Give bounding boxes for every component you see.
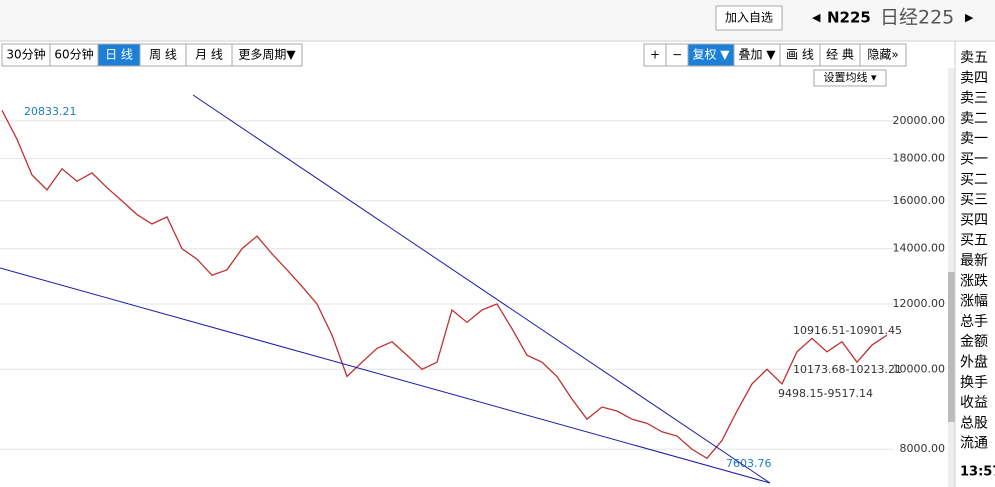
panel-label: 换手 (960, 374, 988, 391)
annotation: 10916.51-10901.45 (793, 324, 902, 337)
trend-line (0, 267, 771, 484)
period-label: 周 线 (149, 48, 177, 62)
ma-button[interactable] (813, 69, 887, 87)
tool-label: + (650, 48, 660, 62)
y-tick-label: 20000.00 (893, 114, 946, 127)
panel-label: 卖四 (960, 70, 988, 86)
panel-label: 涨跌 (960, 273, 988, 289)
annotation: 7603.76 (726, 457, 772, 470)
panel-label: 卖三 (960, 91, 988, 107)
panel-label: 流通 (960, 436, 988, 452)
annotation: 10173.68-10213.21 (793, 363, 902, 376)
y-tick-label: 12000.00 (893, 297, 946, 310)
panel-label: 卖五 (960, 50, 988, 66)
y-tick-label: 8000.00 (900, 442, 946, 455)
toolbar: 30分钟 60分钟日 线 周 线 月 线 更多周期▼ + − 复权 ▼ 叠加 ▼ 画 线经 典隐藏… (1, 43, 907, 67)
panel-label: 买二 (960, 172, 988, 188)
period-label: 日 线 (105, 48, 133, 62)
period-label: 月 线 (195, 48, 223, 62)
period-label: 更多周期▼ (238, 48, 296, 62)
panel-label: 最新 (960, 253, 988, 269)
panel-label: 涨幅 (960, 294, 988, 310)
panel-label: 卖一 (960, 131, 988, 147)
next[interactable]: ▶ (965, 11, 974, 24)
ma-label: 设置均线 ▾ (823, 70, 876, 84)
tool-label: 复权 ▼ (692, 48, 730, 62)
tool-label: 隐藏» (867, 48, 898, 62)
y-tick-label: 14000.00 (893, 242, 946, 255)
period-button[interactable] (231, 43, 303, 67)
annotation: 20833.21 (24, 105, 77, 118)
annotation: 9498.15-9517.14 (778, 387, 873, 400)
panel-label: 总股 (960, 415, 988, 431)
symbol: N225 (827, 9, 871, 27)
panel-label: 买三 (960, 192, 988, 208)
side-panel: 卖五卖四卖三卖二卖一买一买二买三买四买五最新涨跌涨幅总手金额外盘换手收益总股流通… (960, 50, 995, 480)
tool-label: 经 典 (826, 48, 854, 62)
top-bar (0, 0, 995, 40)
panel-label: 买一 (960, 152, 988, 168)
period-label: 60分钟 (54, 47, 93, 62)
tool-label: − (672, 48, 682, 62)
price-line (1, 110, 888, 460)
panel-label: 收益 (960, 395, 988, 411)
panel-label: 总手 (960, 314, 988, 330)
y-tick-label: 16000.00 (893, 194, 946, 207)
name: 日经225 (880, 7, 954, 29)
y-tick-label: 18000.00 (893, 152, 946, 165)
panel-label: 买四 (960, 212, 988, 228)
panel-label: 买五 (960, 233, 988, 249)
tool-label: 画 线 (786, 48, 814, 62)
tool-button[interactable] (859, 43, 907, 67)
tool-label: 叠加 ▼ (738, 48, 776, 62)
panel-time: 13:57 (960, 465, 995, 480)
add-button[interactable] (715, 5, 783, 31)
add-label: 加入自选 (725, 11, 773, 25)
plot: 8000.00 10000.00 12000.00 14000.00 16000.00 1… (0, 105, 945, 470)
panel-label: 卖二 (960, 111, 988, 127)
y-tick-label: 10000.00 (893, 362, 946, 375)
panel-label: 外盘 (960, 354, 988, 371)
period-label: 30分钟 (6, 47, 45, 62)
trend-line (192, 94, 771, 484)
panel-label: 金额 (960, 334, 988, 350)
scroll-thumb[interactable] (948, 272, 955, 422)
prev[interactable]: ◀ (812, 11, 821, 24)
